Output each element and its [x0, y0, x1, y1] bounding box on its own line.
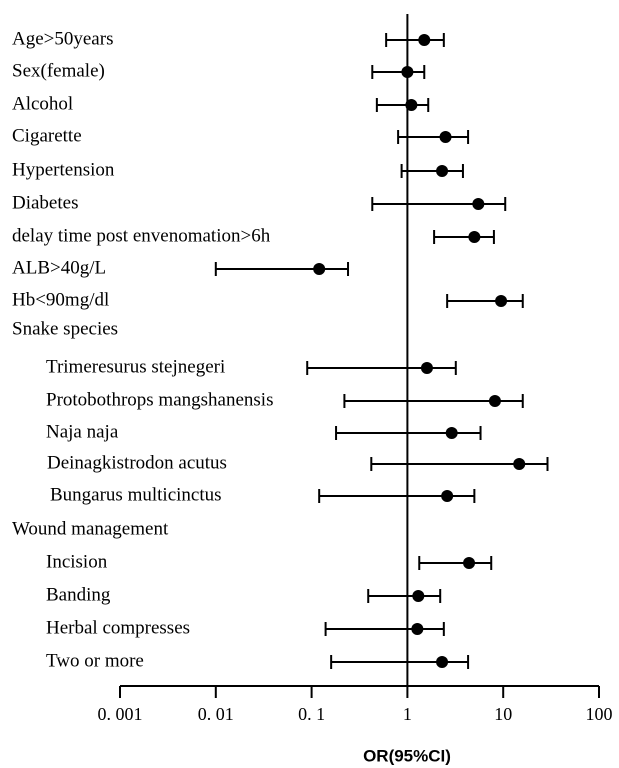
point: [436, 165, 449, 177]
row-label: Two or more: [46, 650, 144, 671]
point: [412, 590, 425, 602]
row-label: Bungarus multicinctus: [50, 484, 222, 505]
x-tick-label: 0. 1: [298, 704, 325, 724]
x-tick-label: 0. 01: [198, 704, 234, 724]
point: [401, 66, 414, 78]
row-label: Cigarette: [12, 125, 82, 146]
row-label: Snake species: [12, 318, 118, 339]
row-label: Hb<90mg/dl: [12, 289, 109, 310]
row-label: Age>50years: [12, 28, 113, 49]
point: [418, 34, 431, 46]
row-label: ALB>40g/L: [12, 257, 106, 278]
point: [463, 557, 476, 569]
point: [472, 198, 485, 210]
row-label: Naja naja: [46, 421, 119, 442]
point: [488, 395, 501, 407]
row-label: Hypertension: [12, 159, 115, 180]
point: [313, 263, 326, 275]
row-label: Sex(female): [12, 60, 105, 81]
row-label: Diabetes: [12, 192, 78, 213]
point: [436, 656, 449, 668]
row-label: Herbal compresses: [46, 617, 190, 638]
row-label: Incision: [46, 551, 108, 572]
point: [411, 623, 424, 635]
x-axis-label: OR(95%CI): [363, 746, 451, 765]
x-tick-label: 10: [494, 704, 512, 724]
row-label: Deinagkistrodon acutus: [47, 452, 227, 473]
row-label: Wound management: [12, 518, 169, 539]
point: [495, 295, 508, 307]
point: [468, 231, 481, 243]
row-label: Banding: [46, 584, 111, 605]
x-tick-label: 0. 001: [98, 704, 143, 724]
point: [405, 99, 418, 111]
row-label: Alcohol: [12, 93, 73, 114]
point: [445, 427, 458, 439]
x-tick-label: 1: [403, 704, 412, 724]
point: [513, 458, 526, 470]
row-label: Protobothrops mangshanensis: [46, 389, 273, 410]
x-tick-label: 100: [586, 704, 613, 724]
row-label: delay time post envenomation>6h: [12, 225, 271, 246]
point: [441, 490, 454, 502]
row-label: Trimeresurus stejnegeri: [46, 356, 225, 377]
point: [420, 362, 433, 374]
point: [439, 131, 452, 143]
